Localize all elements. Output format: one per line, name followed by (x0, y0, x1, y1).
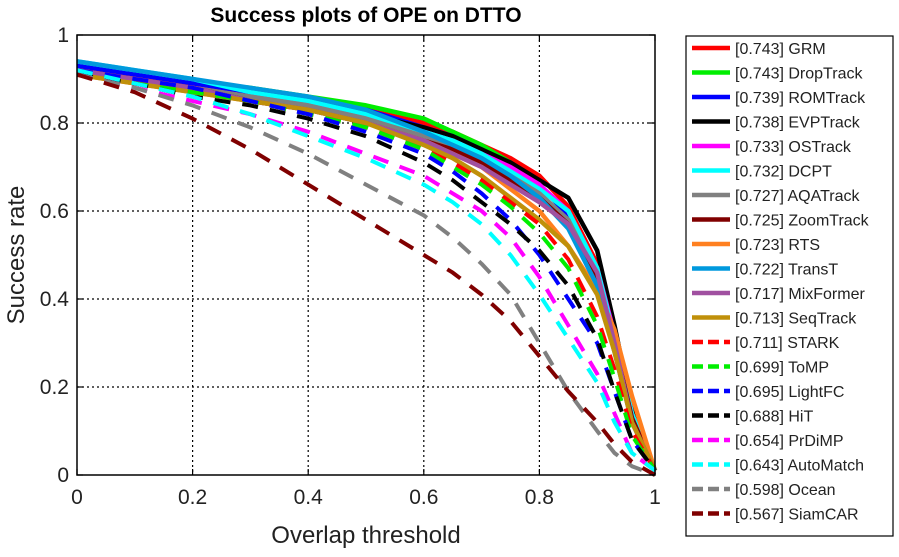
x-tick-label: 0.4 (294, 486, 324, 509)
legend-label-automatch: [0.643] AutoMatch (735, 458, 864, 475)
legend-label-romtrack: [0.739] ROMTrack (735, 90, 866, 107)
legend-label-grm: [0.743] GRM (735, 41, 826, 58)
x-tick-label: 0.6 (409, 486, 438, 509)
legend-label-rts: [0.723] RTS (735, 237, 820, 254)
legend-label-seqtrack: [0.713] SeqTrack (735, 311, 857, 328)
series-line-lightfc (76, 68, 657, 472)
series-line-siamcar (76, 72, 656, 477)
x-tick-label: 0.8 (525, 486, 554, 509)
series-line-automatch (76, 68, 657, 473)
legend-label-dcpt: [0.732] DCPT (735, 164, 832, 181)
legend: [0.743] GRM [0.743] DropTrack [0.739] ROMT… (685, 35, 894, 537)
y-tick-label: 0.4 (40, 288, 70, 311)
legend-label-stark: [0.711] STARK (735, 335, 840, 352)
legend-label-transt: [0.722] TransT (735, 262, 838, 279)
x-tick-label: 0 (71, 486, 83, 509)
y-tick-label: 0.8 (40, 112, 69, 135)
legend-label-lightfc: [0.695] LightFC (735, 384, 844, 401)
legend-label-evptrack: [0.738] EVPTrack (735, 115, 861, 132)
y-tick-label: 0.6 (40, 200, 69, 223)
legend-label-aqatrack: [0.727] AQATrack (735, 188, 861, 205)
y-tick-label: 0.2 (40, 376, 69, 399)
plot-frame (76, 34, 656, 476)
series-line-tomp (76, 72, 657, 472)
x-tick-label: 1 (649, 486, 661, 509)
legend-label-mixformer: [0.717] MixFormer (735, 286, 865, 303)
chart-title: Success plots of OPE on DTTO (210, 4, 521, 27)
series-line-hit (76, 72, 657, 472)
x-tick-label: 0.2 (178, 486, 207, 509)
y-axis-label: Success rate (3, 186, 30, 325)
y-tick-label: 0 (57, 464, 69, 487)
y-tick-label: 1 (57, 24, 69, 47)
x-axis-label: Overlap threshold (271, 522, 460, 549)
legend-label-prdimp: [0.654] PrDiMP (735, 433, 843, 450)
legend-label-droptrack: [0.743] DropTrack (735, 66, 863, 83)
legend-label-hit: [0.688] HiT (735, 409, 813, 426)
legend-label-ostrack: [0.733] OSTrack (735, 139, 852, 156)
series-line-ocean (76, 72, 656, 477)
legend-label-siamcar: [0.567] SiamCAR (735, 507, 859, 524)
legend-label-tomp: [0.699] ToMP (735, 360, 829, 377)
legend-label-zoomtrack: [0.725] ZoomTrack (735, 213, 870, 230)
series-line-prdimp (76, 72, 657, 473)
series-lines (76, 59, 658, 477)
axis-ticks: 0 0.2 0.4 0.6 0.8 1 0 0.2 0.4 0.6 0.8 1 (40, 24, 661, 509)
legend-label-ocean: [0.598] Ocean (735, 482, 836, 499)
